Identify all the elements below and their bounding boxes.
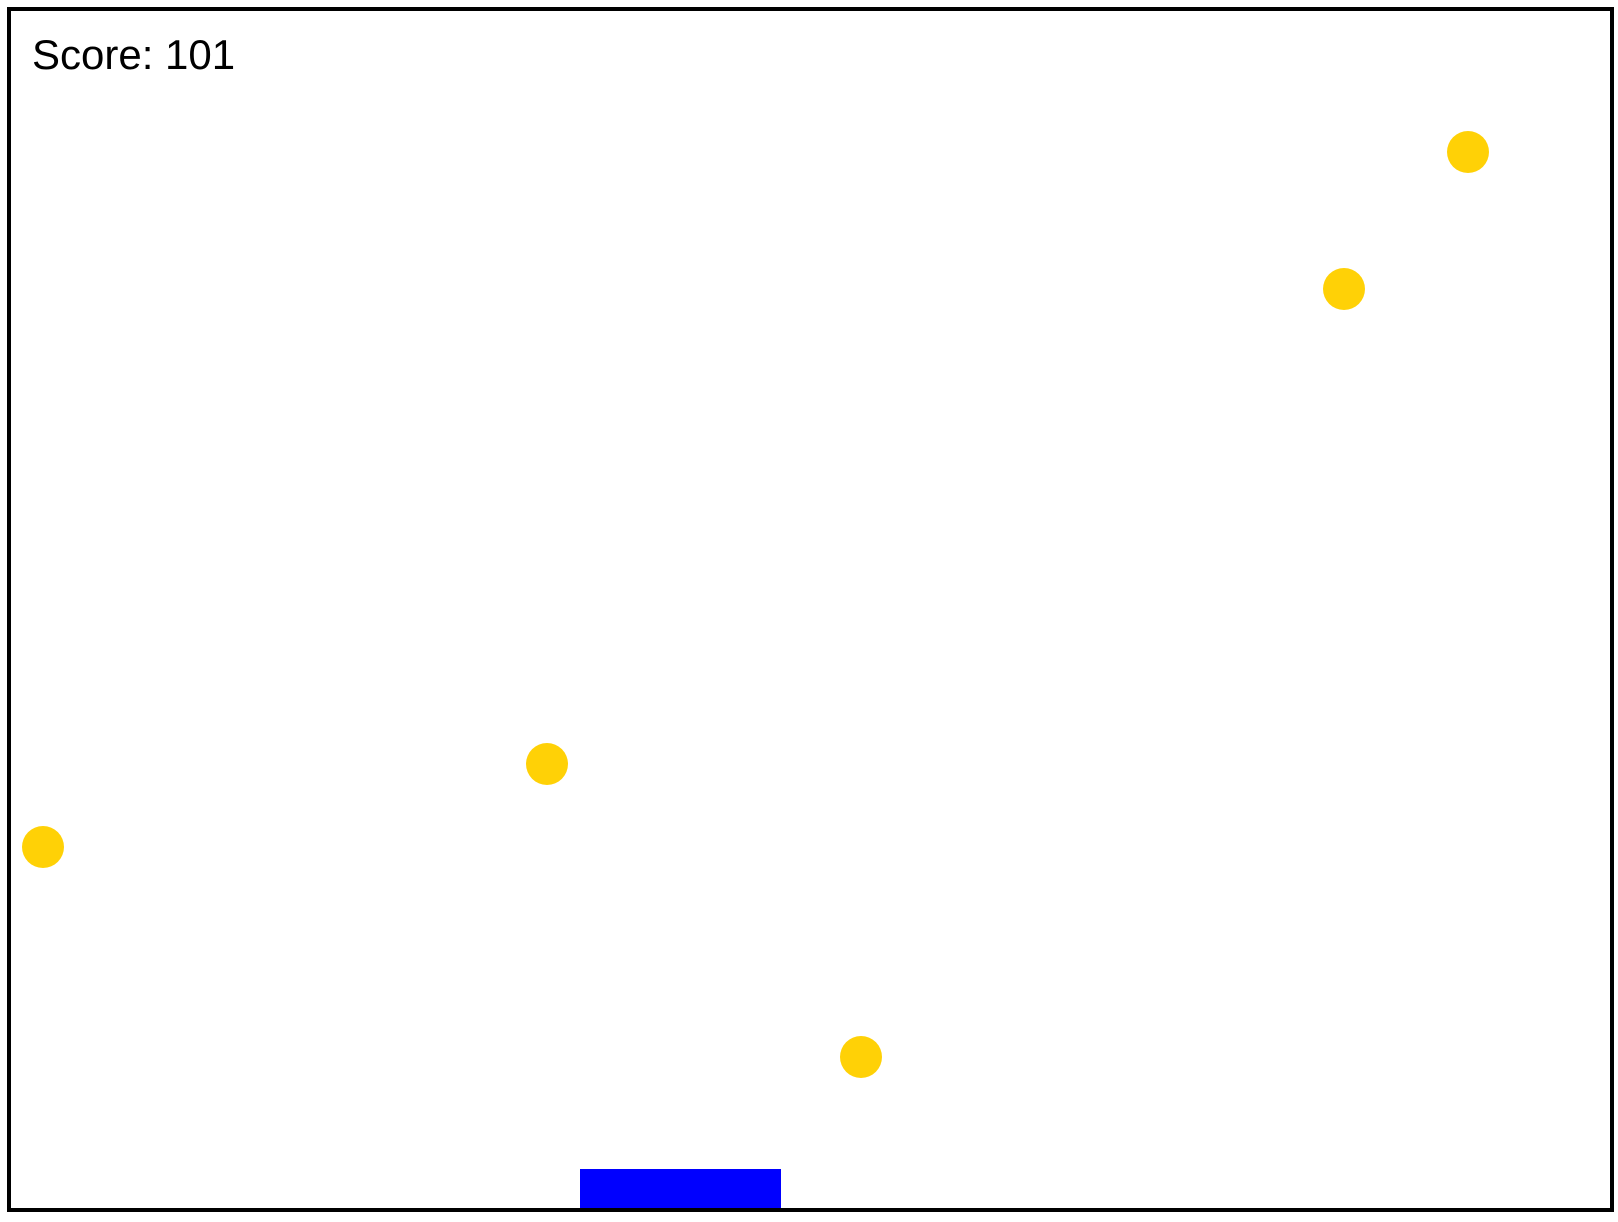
ball (840, 1036, 882, 1078)
ball (1323, 268, 1365, 310)
score-display: Score: 101 (32, 31, 236, 78)
ball (526, 743, 568, 785)
player-paddle[interactable] (580, 1169, 781, 1208)
ball (22, 826, 64, 868)
ball (1447, 131, 1489, 173)
game-canvas[interactable]: Score: 101 (7, 7, 1614, 1212)
